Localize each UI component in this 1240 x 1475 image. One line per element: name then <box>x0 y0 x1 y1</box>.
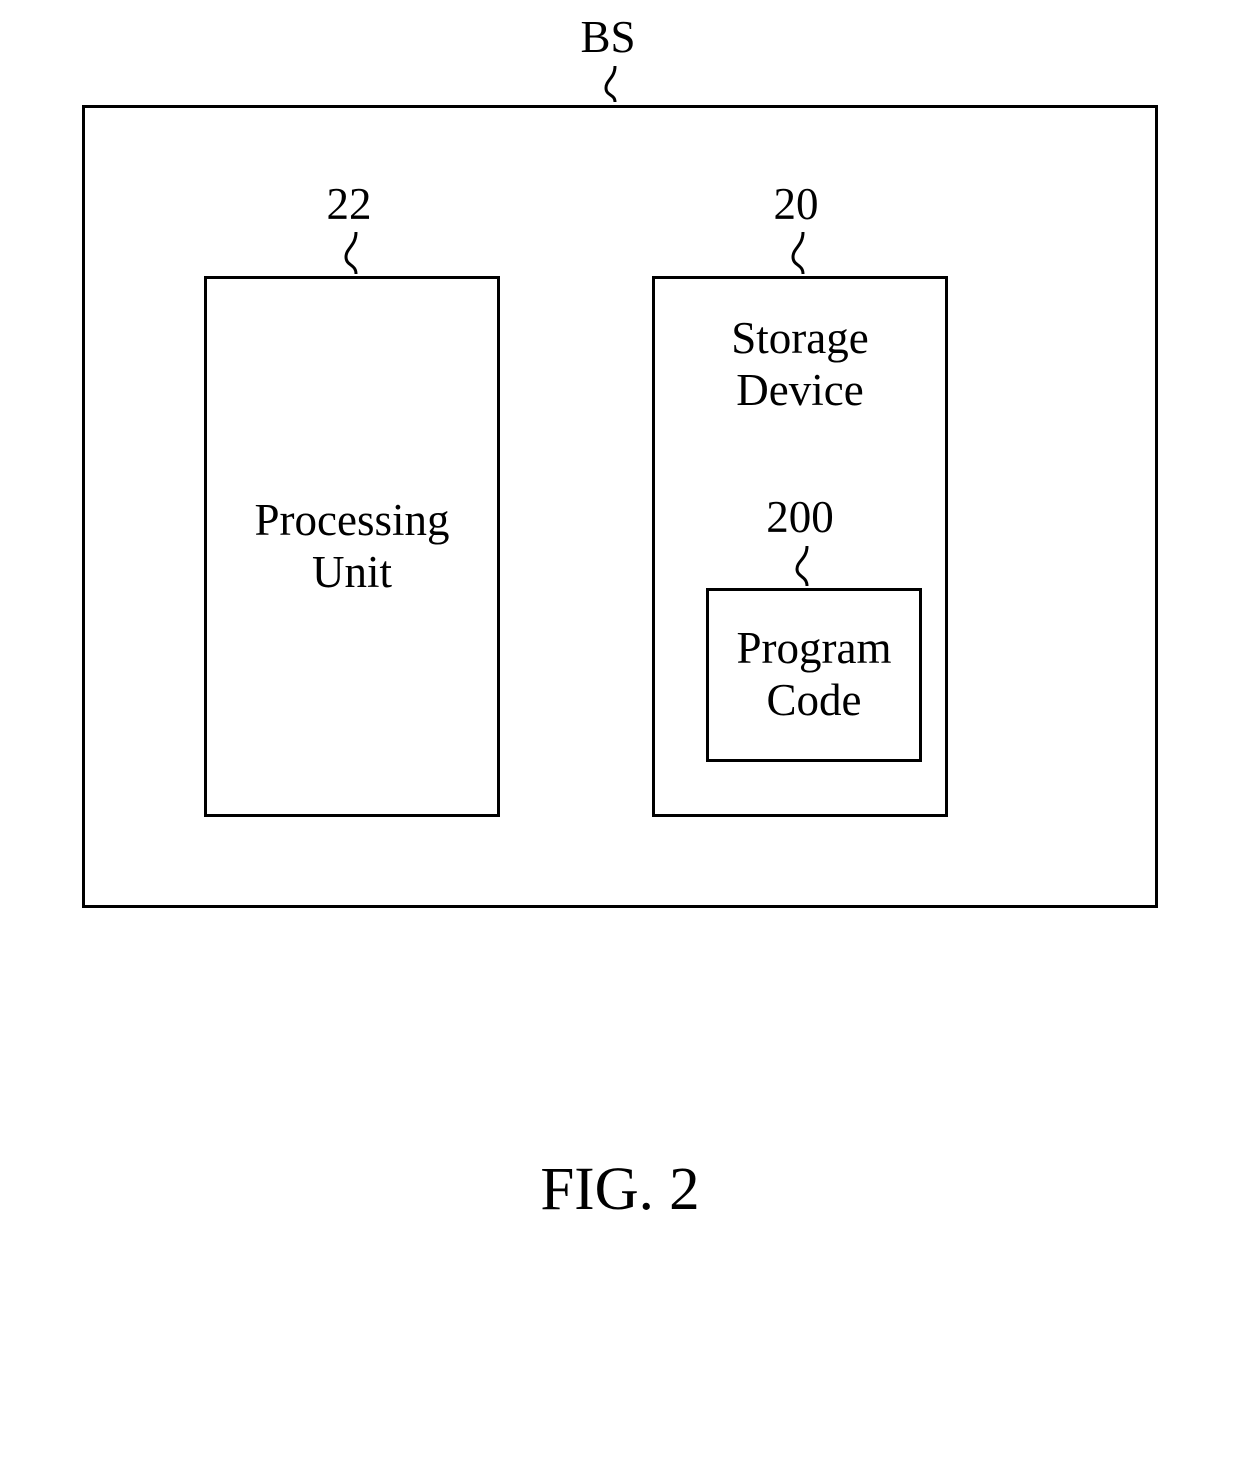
label-20: 20 <box>766 179 826 231</box>
processing-line1: Processing <box>255 495 450 545</box>
processing-line2: Unit <box>312 547 392 597</box>
box-program-code: Program Code <box>706 588 922 762</box>
label-bs: BS <box>568 12 648 64</box>
label-bs-text: BS <box>580 12 635 62</box>
tick-20 <box>788 232 818 262</box>
box-processing-unit: Processing Unit <box>204 276 500 817</box>
tick-200 <box>792 546 822 576</box>
tick-22 <box>341 232 371 262</box>
label-200: 200 <box>755 492 845 544</box>
storage-line1: Storage <box>731 313 868 363</box>
program-line1: Program <box>737 623 892 673</box>
label-200-text: 200 <box>766 492 834 542</box>
storage-device-text: Storage Device <box>731 313 868 417</box>
label-22: 22 <box>319 179 379 231</box>
label-22-text: 22 <box>327 179 372 229</box>
tick-bs <box>600 66 630 96</box>
program-code-text: Program Code <box>737 623 892 727</box>
figure-caption: FIG. 2 <box>0 1155 1240 1225</box>
program-line2: Code <box>766 675 861 725</box>
storage-line2: Device <box>736 365 863 415</box>
processing-unit-text: Processing Unit <box>255 495 450 599</box>
figure-caption-text: FIG. 2 <box>540 1156 699 1223</box>
label-20-text: 20 <box>774 179 819 229</box>
